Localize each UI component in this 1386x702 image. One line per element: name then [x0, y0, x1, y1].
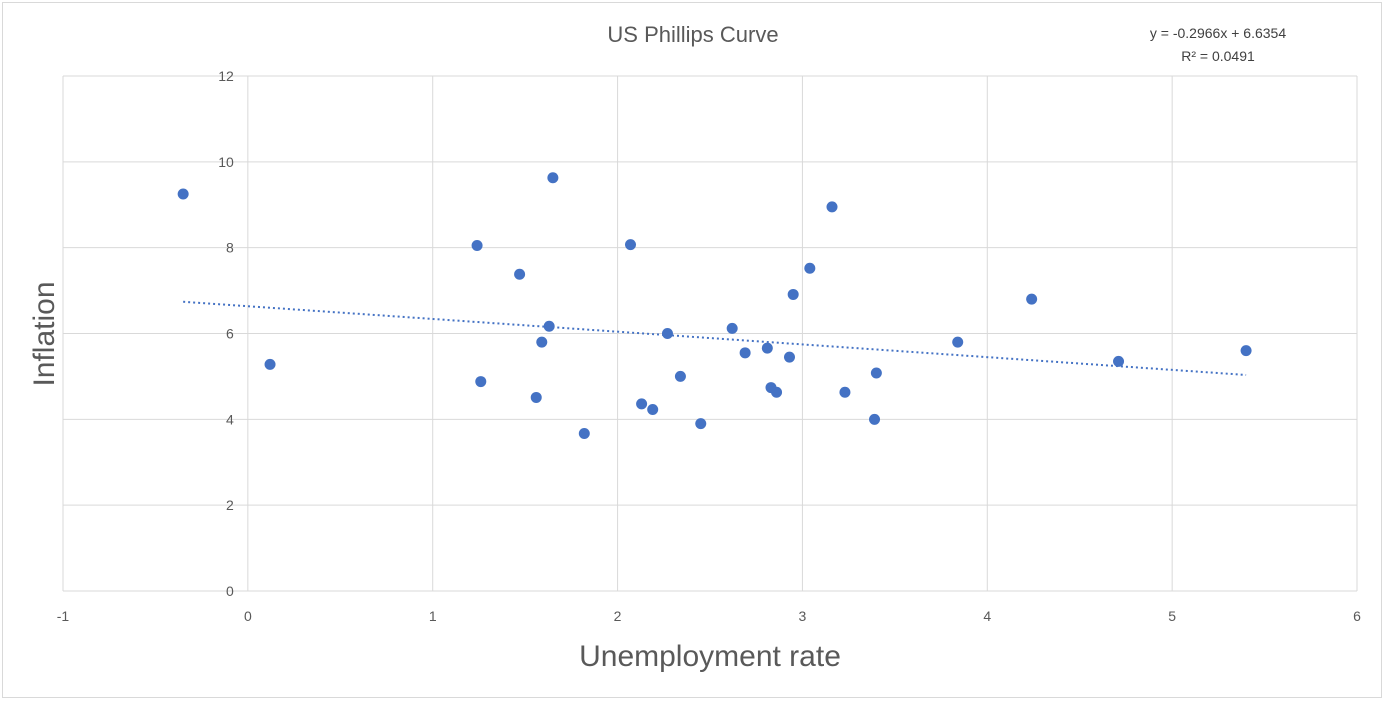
- data-point: [870, 367, 882, 379]
- data-point: [647, 403, 659, 415]
- data-point: [1026, 293, 1038, 305]
- data-point: [787, 288, 799, 300]
- data-point: [514, 268, 526, 280]
- data-point: [536, 336, 548, 348]
- trendline-r-squared: R² = 0.0491: [1181, 48, 1255, 64]
- data-point: [674, 370, 686, 382]
- data-point: [177, 188, 189, 200]
- y-tick-label: 0: [226, 583, 234, 599]
- trendline-group: [183, 300, 1247, 376]
- data-point: [739, 347, 751, 359]
- data-point: [771, 386, 783, 398]
- x-tick-label: -1: [57, 608, 70, 624]
- data-point: [839, 386, 851, 398]
- data-points: [177, 172, 1252, 439]
- gridlines: [62, 75, 1358, 592]
- x-tick-label: 1: [429, 608, 437, 624]
- y-tick-label: 6: [226, 326, 234, 342]
- y-tick-label: 12: [218, 68, 234, 84]
- data-point: [661, 328, 673, 339]
- data-point: [547, 172, 559, 184]
- data-point: [471, 240, 483, 252]
- x-tick-label: 2: [614, 608, 622, 624]
- x-tick-label: 4: [983, 608, 991, 624]
- x-tick-label: 0: [244, 608, 252, 624]
- data-point: [952, 336, 964, 348]
- chart-title: US Phillips Curve: [607, 22, 778, 47]
- data-point: [783, 351, 795, 363]
- data-point: [578, 427, 590, 439]
- trendline-equation: y = -0.2966x + 6.6354: [1150, 25, 1286, 41]
- data-point: [264, 358, 276, 370]
- y-tick-label: 10: [218, 154, 234, 170]
- data-point: [695, 418, 707, 430]
- trendline: [183, 300, 1247, 376]
- data-point: [543, 320, 555, 332]
- data-point: [726, 322, 738, 334]
- x-tick-label: 5: [1168, 608, 1176, 624]
- data-point: [475, 376, 487, 388]
- data-point: [625, 239, 637, 251]
- y-tick-label: 8: [226, 240, 234, 256]
- y-axis-label: Inflation: [28, 281, 61, 386]
- data-point: [869, 413, 881, 425]
- y-tick-label: 2: [226, 497, 234, 513]
- y-tick-label: 4: [226, 411, 234, 427]
- data-point: [761, 342, 773, 354]
- x-tick-label: 6: [1353, 608, 1361, 624]
- x-axis-label: Unemployment rate: [579, 640, 841, 673]
- data-point: [1240, 345, 1252, 357]
- data-point: [804, 262, 816, 274]
- data-point: [1113, 355, 1125, 367]
- data-point: [636, 398, 648, 410]
- data-point: [530, 391, 542, 403]
- data-point: [826, 201, 838, 213]
- x-tick-label: 3: [799, 608, 807, 624]
